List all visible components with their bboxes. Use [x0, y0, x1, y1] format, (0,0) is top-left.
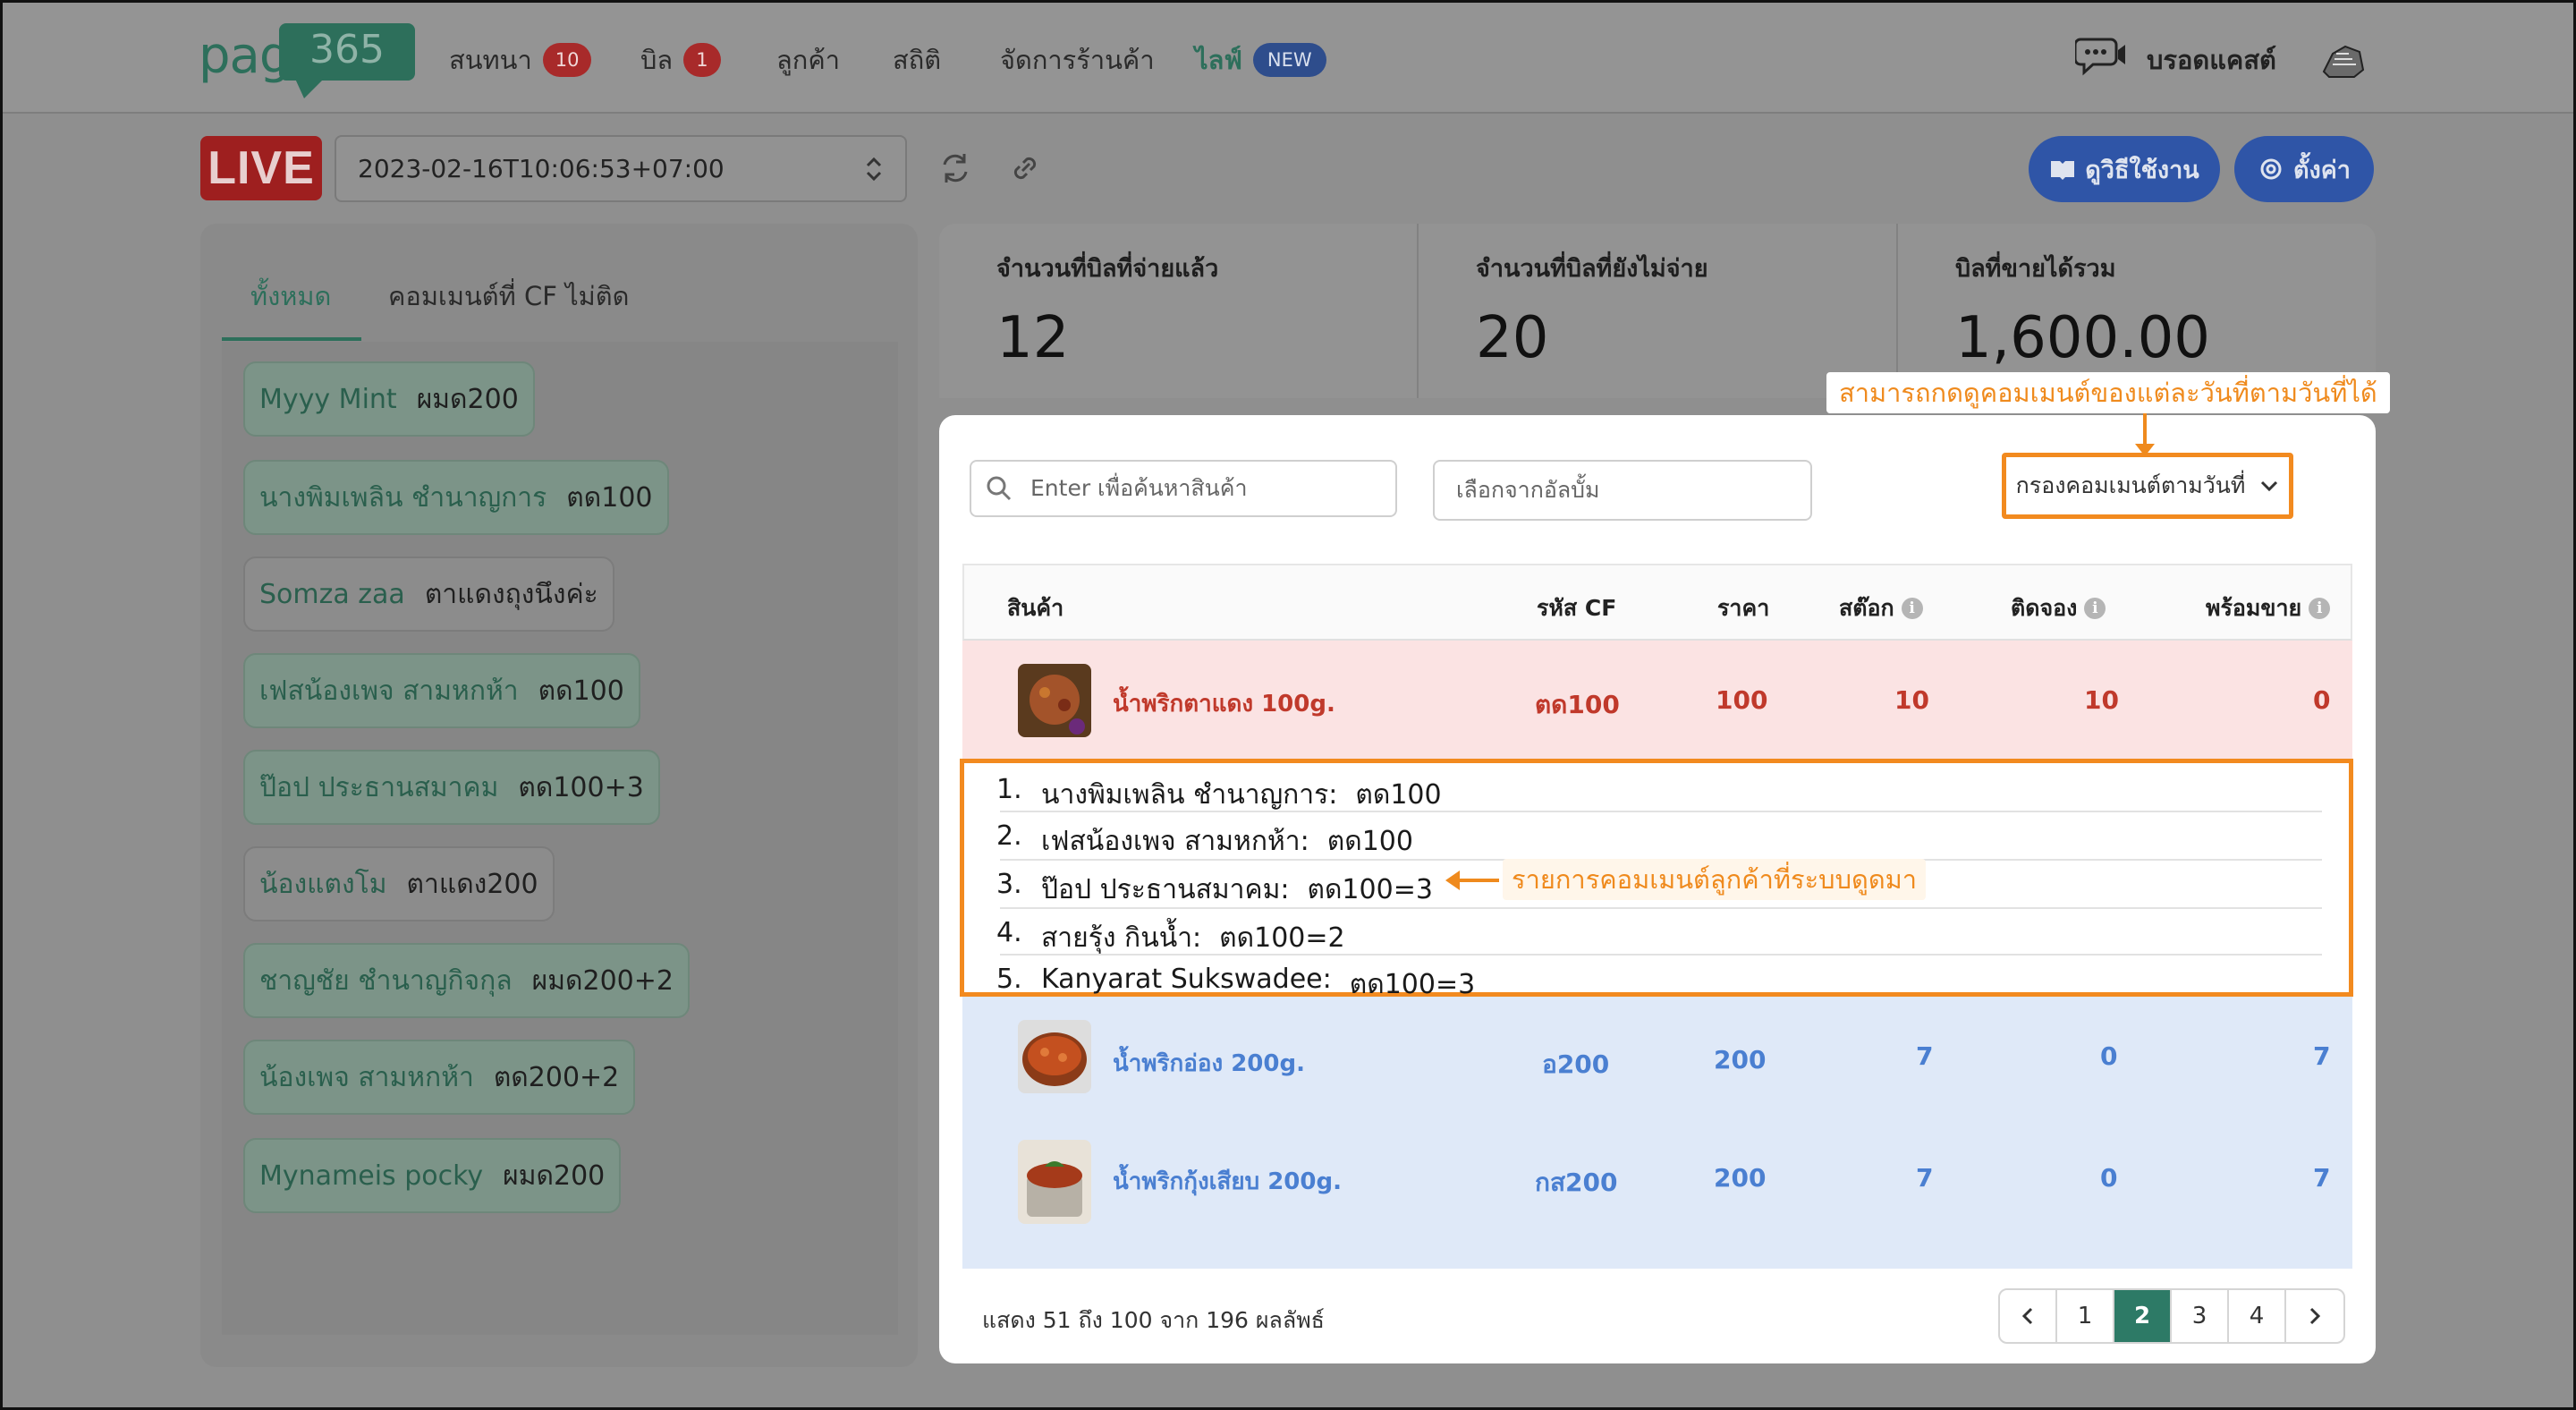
table-header: สินค้า รหัส CF ราคา สต๊อก i ติดจอง i พร้อม… [962, 564, 2352, 641]
tab-cf-failed[interactable]: คอมเมนต์ที่ CF ไม่ติด [388, 281, 630, 311]
gear-icon [2260, 158, 2282, 180]
nav-shop-management-label: จัดการร้านค้า [1000, 45, 1155, 75]
col-stock: สต๊อก i [1839, 590, 1923, 626]
nav-shop-management[interactable]: จัดการร้านค้า [1000, 39, 1155, 81]
comment-chip[interactable]: น้องเพจ สามหกห้า ตด200+2 [243, 1040, 636, 1115]
guide-button-label: ดูวิธีใช้งาน [2085, 156, 2199, 184]
stats-bar: จำนวนที่บิลที่จ่ายแล้ว 12 จำนวนที่บิลที่… [939, 224, 2376, 398]
nav-bills-label: บิล [640, 45, 674, 75]
info-icon[interactable]: i [1901, 598, 1923, 619]
nav-live[interactable]: ไลฟ์ NEW [1195, 39, 1326, 81]
captured-comment-item: 4. สายรุ้ง กินน้ำ: ตด100=2 [996, 917, 1345, 954]
col-available: พร้อมขาย i [2206, 590, 2331, 626]
results-summary: แสดง 51 ถึง 100 จาก 196 ผลลัพธ์ [982, 1307, 1325, 1333]
annotation-arrow [2135, 413, 2155, 456]
filter-annotation: สามารถกดดูคอมเมนต์ของแต่ละวันที่ตามวันที… [1826, 372, 2390, 413]
captured-comment-item: 1. นางพิมเพลิน ชำนาญการ: ตด100 [996, 774, 1442, 811]
chevron-down-icon [2261, 480, 2278, 492]
nav-chat[interactable]: สนทนา 10 [449, 39, 592, 81]
captured-comment-item: 5. Kanyarat Sukswadee: ตด100=3 [996, 964, 1476, 1000]
col-price: ราคา [1717, 595, 1770, 621]
tab-all[interactable]: ทั้งหมด [250, 281, 332, 311]
live-datetime-select[interactable]: 2023-02-16T10:06:53+07:00 [335, 135, 907, 202]
live-datetime-value: 2023-02-16T10:06:53+07:00 [358, 154, 724, 183]
next-page-button[interactable] [2286, 1290, 2343, 1342]
active-tab-indicator [222, 337, 361, 341]
comment-chip[interactable]: Myyy Mint ผมด200 [243, 361, 535, 437]
album-select[interactable]: เลือกจากอัลบั้ม [1433, 460, 1812, 521]
stat-paid-bills: จำนวนที่บิลที่จ่ายแล้ว 12 [939, 224, 1419, 398]
comment-chip[interactable]: Somza zaa ตาแดงถุงนึงค่ะ [243, 556, 614, 632]
settings-button[interactable]: ตั้งค่า [2234, 136, 2374, 202]
pagination: 1 2 3 4 [1998, 1288, 2345, 1344]
stat-total-sales: บิลที่ขายได้รวม 1,600.00 [1955, 255, 2210, 371]
comment-chip[interactable]: น้องแตงโม ตาแดง200 [243, 846, 555, 922]
table-row[interactable]: น้ำพริกกุ้งเสียบ 200g. กส200 200 7 0 7 [962, 1118, 2352, 1269]
col-reserved: ติดจอง i [2011, 590, 2106, 626]
table-row[interactable]: น้ำพริกอ่อง 200g. อ200 200 7 0 7 [962, 997, 2352, 1118]
page-button[interactable]: 4 [2229, 1290, 2286, 1342]
page-button[interactable]: 1 [2057, 1290, 2114, 1342]
product-image [1018, 664, 1091, 737]
product-image [1018, 1020, 1091, 1093]
user-avatar-icon[interactable] [2317, 32, 2368, 84]
chevron-left-icon [2021, 1307, 2033, 1325]
bills-count-badge: 1 [683, 43, 721, 77]
broadcast-label[interactable]: บรอดแคสต์ [2147, 45, 2276, 75]
comment-chip[interactable]: ป๊อป ประธานสมาคม ตด100+3 [243, 750, 660, 825]
product-image [1018, 1140, 1091, 1224]
link-icon[interactable] [1007, 150, 1043, 186]
info-icon[interactable]: i [2309, 598, 2331, 619]
chevron-right-icon [2309, 1307, 2321, 1325]
live-badge: LIVE [200, 136, 322, 200]
nav-live-label: ไลฟ์ [1195, 45, 1242, 75]
nav-stats[interactable]: สถิติ [893, 39, 941, 81]
product-search-input[interactable]: Enter เพื่อค้นหาสินค้า [970, 460, 1397, 517]
book-icon [2051, 161, 2075, 180]
col-product: สินค้า [1007, 595, 1064, 621]
comments-annotation: รายการคอมเมนต์ลูกค้าที่ระบบดูดมา [1503, 859, 1927, 900]
date-filter-dropdown[interactable]: กรองคอมเมนต์ตามวันที่ [2002, 453, 2293, 519]
comment-chip[interactable]: เฟสน้องเพจ สามหกห้า ตด100 [243, 653, 640, 728]
new-badge: NEW [1252, 43, 1326, 77]
table-row[interactable]: น้ำพริกตาแดง 100g. ตด100 100 10 10 0 [962, 641, 2352, 759]
page-button[interactable]: 3 [2172, 1290, 2229, 1342]
stat-unpaid-bills: จำนวนที่บิลที่ยังไม่จ่าย 20 [1419, 224, 1898, 398]
nav-customers[interactable]: ลูกค้า [776, 39, 840, 81]
comment-chip[interactable]: Mynameis pocky ผมด200 [243, 1138, 622, 1213]
refresh-icon[interactable] [937, 150, 973, 186]
annotation-arrow [1445, 871, 1499, 890]
comment-chip[interactable]: นางพิมเพลิน ชำนาญการ ตด100 [243, 460, 669, 535]
search-icon [987, 476, 1012, 501]
updown-chevron-icon [866, 157, 882, 181]
chat-count-badge: 10 [542, 43, 592, 77]
nav-customers-label: ลูกค้า [776, 45, 841, 75]
captured-comment-item: 2. เฟสน้องเพจ สามหกห้า: ตด100 [996, 820, 1413, 857]
nav-chat-label: สนทนา [449, 45, 532, 75]
info-icon[interactable]: i [2084, 598, 2106, 619]
broadcast-icon[interactable] [2075, 32, 2129, 81]
page-button-active[interactable]: 2 [2114, 1290, 2172, 1342]
captured-comment-item: 3. ป๊อป ประธานสมาคม: ตด100=3 [996, 869, 1433, 905]
nav-stats-label: สถิติ [893, 45, 942, 75]
guide-button[interactable]: ดูวิธีใช้งาน [2029, 136, 2220, 202]
prev-page-button[interactable] [2000, 1290, 2057, 1342]
settings-button-label: ตั้งค่า [2293, 156, 2351, 184]
col-cf-code: รหัส CF [1537, 595, 1617, 621]
nav-bills[interactable]: บิล 1 [640, 39, 721, 81]
comment-chip[interactable]: ชาญชัย ชำนาญกิจกุล ผมด200+2 [243, 943, 690, 1018]
